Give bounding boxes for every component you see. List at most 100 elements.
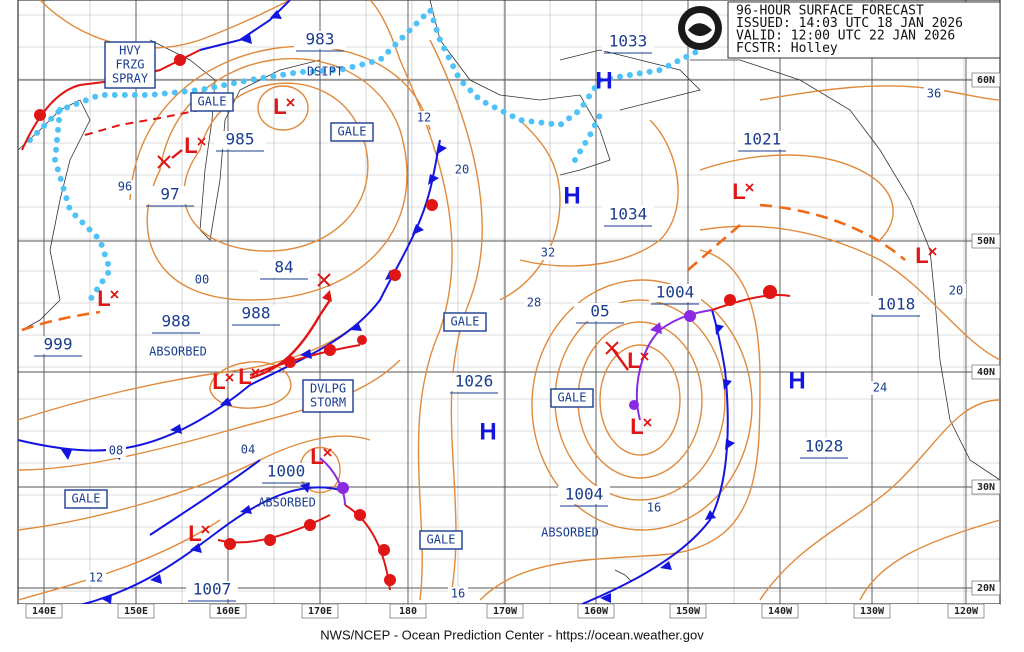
pressure-label: 1021 bbox=[743, 130, 782, 149]
warning-text: DVLPG bbox=[310, 382, 346, 396]
pressure-label-bg bbox=[574, 303, 626, 321]
isobar bbox=[531, 279, 753, 531]
lat-label-box bbox=[971, 72, 1001, 88]
cold-front bbox=[249, 139, 441, 386]
isobar-label-bg bbox=[924, 87, 944, 101]
occluded-front bbox=[319, 457, 346, 506]
warning-text: GALE bbox=[451, 315, 480, 329]
pressure-label-bg bbox=[798, 438, 850, 456]
grid bbox=[17, 0, 1001, 605]
low-center: L bbox=[627, 348, 640, 373]
lat-label: 20N bbox=[977, 583, 995, 594]
low-x bbox=[201, 525, 210, 534]
lon-label: 180 bbox=[399, 606, 417, 617]
note: ABSORBED bbox=[149, 345, 207, 359]
warning-text: FRZG bbox=[116, 58, 145, 72]
lon-label-box bbox=[209, 603, 247, 619]
low-x bbox=[286, 98, 295, 107]
isobar-label-bg bbox=[524, 296, 544, 310]
pressure-label-bg bbox=[260, 463, 312, 481]
low-x bbox=[110, 290, 119, 299]
pressure-label: 985 bbox=[226, 130, 255, 149]
isobar bbox=[519, 119, 679, 267]
low-x bbox=[251, 368, 260, 377]
low-center: L bbox=[273, 94, 286, 119]
isobar-label-bg bbox=[238, 443, 258, 457]
pressure-label: 1026 bbox=[455, 372, 494, 391]
pressure-label-bg bbox=[230, 305, 282, 323]
pressure-label: 1004 bbox=[565, 485, 604, 504]
warning-box bbox=[419, 530, 463, 550]
isobar-label: 20 bbox=[455, 163, 469, 177]
isobar-label: 36 bbox=[927, 87, 941, 101]
pressure-label-bg bbox=[258, 259, 310, 277]
pressure-label: 1028 bbox=[805, 437, 844, 456]
pressure-label-bg bbox=[144, 186, 196, 204]
occluded-front bbox=[635, 309, 713, 421]
pressure-label: 983 bbox=[306, 30, 335, 49]
high-center: H bbox=[479, 418, 496, 445]
low-center: L bbox=[630, 414, 643, 439]
low-center: L bbox=[188, 521, 201, 546]
isobar bbox=[599, 344, 681, 456]
warning-text: HVY bbox=[119, 44, 141, 58]
cold-front bbox=[149, 459, 261, 536]
low-x bbox=[928, 247, 937, 256]
high-center: H bbox=[563, 182, 580, 209]
isobar bbox=[39, 0, 291, 49]
lon-label-box bbox=[947, 603, 985, 619]
lon-label: 150E bbox=[124, 606, 148, 617]
footer: NWS/NCEP - Ocean Prediction Center - htt… bbox=[320, 627, 704, 642]
low-center: L bbox=[732, 179, 745, 204]
low-center: L bbox=[310, 444, 323, 469]
isobar bbox=[859, 519, 1001, 601]
warning-box bbox=[64, 489, 108, 509]
lat-label-box bbox=[971, 364, 1001, 380]
trough bbox=[687, 203, 906, 271]
low-center: L bbox=[212, 369, 225, 394]
isobar-label: 32 bbox=[541, 246, 555, 260]
pressure-label: 1000 bbox=[267, 462, 306, 481]
isobar-label: 12 bbox=[417, 111, 431, 125]
pressure-label: 97 bbox=[160, 185, 179, 204]
lat-label: 60N bbox=[977, 75, 995, 86]
isobar-label: 28 bbox=[527, 296, 541, 310]
lon-label: 160E bbox=[216, 606, 240, 617]
warning-text: GALE bbox=[338, 125, 367, 139]
low-center: L bbox=[915, 243, 928, 268]
storm-track bbox=[171, 149, 183, 159]
lon-label: 170W bbox=[493, 606, 518, 617]
pressure-label-bg bbox=[214, 131, 266, 149]
pressure-label-bg bbox=[558, 486, 610, 504]
pressure-label: 84 bbox=[274, 258, 293, 277]
lon-label: 140E bbox=[32, 606, 56, 617]
low-center: L bbox=[238, 364, 251, 389]
isobar bbox=[699, 225, 1001, 361]
pressure-label: 1018 bbox=[877, 295, 916, 314]
low-x bbox=[323, 448, 332, 457]
pressure-label-bg bbox=[150, 313, 202, 331]
isobar bbox=[257, 85, 309, 131]
isobar-label: 20 bbox=[949, 284, 963, 298]
low-center: L bbox=[184, 133, 197, 158]
lon-label: 140W bbox=[768, 606, 793, 617]
lon-label-box bbox=[301, 603, 339, 619]
isobar bbox=[759, 85, 1001, 101]
isobar bbox=[146, 57, 408, 301]
warning-text: GALE bbox=[198, 95, 227, 109]
lon-label-box bbox=[669, 603, 707, 619]
pressure-label: 988 bbox=[162, 312, 191, 331]
pressure-label-bg bbox=[186, 581, 238, 599]
pressure-label: 1033 bbox=[609, 32, 648, 51]
isobar-label: 04 bbox=[241, 443, 255, 457]
header-line: ISSUED: 14:03 UTC 18 JAN 2026 bbox=[736, 16, 963, 31]
warm-front bbox=[711, 293, 791, 311]
isobar-label-bg bbox=[870, 381, 890, 395]
fronts bbox=[17, 0, 791, 616]
warning-text: SPRAY bbox=[112, 72, 149, 86]
past-positions bbox=[157, 155, 619, 355]
high-center: H bbox=[595, 67, 612, 94]
isobar bbox=[499, 119, 561, 301]
pressure-label-bg bbox=[736, 131, 788, 149]
isobar bbox=[17, 359, 401, 471]
